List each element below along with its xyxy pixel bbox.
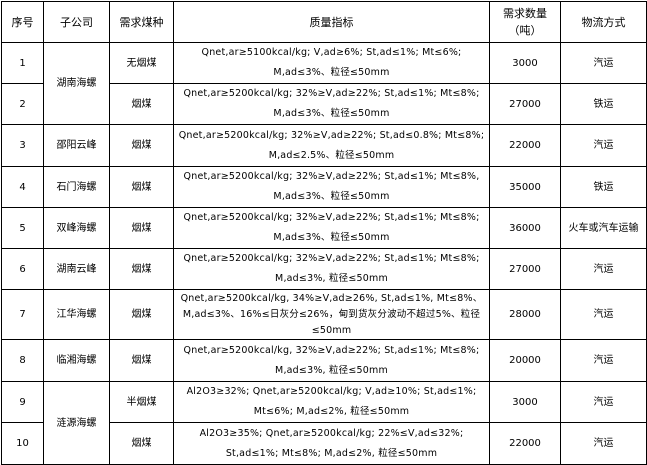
header-no: 序号 — [1, 1, 44, 43]
row-quantity: 27000 — [489, 83, 561, 125]
table-row: 3 邵阳云峰 烟煤 Qnet,ar≥5200kcal/kg; 32%≥V,ad≥… — [1, 124, 647, 167]
row-no: 9 — [1, 381, 44, 423]
row-company: 湖南海螺 — [43, 42, 110, 125]
row-quantity: 22000 — [489, 422, 561, 465]
row-quality: Qnet,ar≥5200kcal/kg; 32%≥V,ad≥22%; St,ad… — [173, 83, 490, 125]
row-quantity: 3000 — [489, 42, 561, 84]
row-no: 7 — [1, 289, 44, 340]
row-no: 2 — [1, 83, 44, 125]
row-coal-type: 烟煤 — [109, 289, 174, 340]
table-row: 5 双峰海螺 烟煤 Qnet,ar≥5200kcal/kg; 32%≥V,ad≥… — [1, 207, 647, 249]
row-company: 临湘海螺 — [43, 339, 110, 382]
table-row: 9 涟源海螺 半烟煤 Al2O3≥32%; Qnet,ar≥5200kcal/k… — [1, 381, 647, 465]
row-coal-type: 烟煤 — [109, 207, 174, 249]
row-logistics: 汽运 — [560, 248, 647, 290]
row-coal-type: 烟煤 — [109, 339, 174, 382]
row-company: 双峰海螺 — [43, 207, 110, 249]
row-quality: Qnet,ar≥5200kcal/kg; 32%≥V,ad≥22%; St,ad… — [173, 124, 490, 167]
row-quality: Qnet,ar≥5200kcal/kg; 32%≥V,ad≥22%; St,ad… — [173, 248, 490, 290]
row-no: 6 — [1, 248, 44, 290]
row-logistics: 汽运 — [560, 422, 647, 465]
row-coal-type: 烟煤 — [109, 422, 174, 465]
row-no: 10 — [1, 422, 44, 465]
row-quantity: 3000 — [489, 381, 561, 423]
row-coal-type: 烟煤 — [109, 248, 174, 290]
row-company: 石门海螺 — [43, 166, 110, 208]
row-quality: Qnet,ar≥5200kcal/kg; 32%≥V,ad≥22%; St,ad… — [173, 166, 490, 208]
row-quality: Qnet,ar≥5200kcal/kg, 32%≥V,ad≥22%; St,ad… — [173, 339, 490, 382]
header-logistics: 物流方式 — [560, 1, 647, 43]
row-logistics: 汽运 — [560, 381, 647, 423]
row-no: 3 — [1, 124, 44, 167]
row-company: 邵阳云峰 — [43, 124, 110, 167]
header-coal-type: 需求煤种 — [109, 1, 174, 43]
row-quantity: 27000 — [489, 248, 561, 290]
row-coal-type: 烟煤 — [109, 83, 174, 125]
row-quantity: 36000 — [489, 207, 561, 249]
row-logistics: 汽运 — [560, 124, 647, 167]
row-quantity: 22000 — [489, 124, 561, 167]
row-logistics: 火车或汽车运输 — [560, 207, 647, 249]
row-coal-type: 无烟煤 — [109, 42, 174, 84]
header-quality: 质量指标 — [173, 1, 490, 43]
row-no: 4 — [1, 166, 44, 208]
header-company: 子公司 — [43, 1, 110, 43]
row-no: 5 — [1, 207, 44, 249]
table-row: 7 江华海螺 烟煤 Qnet,ar≥5200kcal/kg, 34%≥V,ad≥… — [1, 289, 647, 340]
row-company: 涟源海螺 — [43, 381, 110, 465]
row-quality: Al2O3≥32%; Qnet,ar≥5200kcal/kg; V,ad≥10%… — [173, 381, 490, 423]
row-no: 8 — [1, 339, 44, 382]
row-logistics: 铁运 — [560, 166, 647, 208]
header-quantity: 需求数量（吨） — [489, 1, 561, 43]
row-coal-type: 烟煤 — [109, 166, 174, 208]
table-row: 8 临湘海螺 烟煤 Qnet,ar≥5200kcal/kg, 32%≥V,ad≥… — [1, 339, 647, 382]
row-no: 1 — [1, 42, 44, 84]
row-company: 湖南云峰 — [43, 248, 110, 290]
row-coal-type: 烟煤 — [109, 124, 174, 167]
table-row: 1 湖南海螺 无烟煤 Qnet,ar≥5100kcal/kg; V,ad≥6%;… — [1, 42, 647, 125]
row-quantity: 35000 — [489, 166, 561, 208]
row-logistics: 汽运 — [560, 42, 647, 84]
row-quality: Qnet,ar≥5200kcal/kg; 32%≥V,ad≥22%; St,ad… — [173, 207, 490, 249]
row-quality: Qnet,ar≥5100kcal/kg; V,ad≥6%; St,ad≤1%; … — [173, 42, 490, 84]
row-coal-type: 半烟煤 — [109, 381, 174, 423]
row-quantity: 20000 — [489, 339, 561, 382]
row-logistics: 汽运 — [560, 339, 647, 382]
row-quantity: 28000 — [489, 289, 561, 340]
row-company: 江华海螺 — [43, 289, 110, 340]
header-row: 序号 子公司 需求煤种 质量指标 需求数量（吨） 物流方式 — [1, 1, 647, 43]
table-row: 6 湖南云峰 烟煤 Qnet,ar≥5200kcal/kg; 32%≥V,ad≥… — [1, 248, 647, 290]
row-quality: Qnet,ar≥5200kcal/kg, 34%≥V,ad≥26%, St,ad… — [173, 289, 490, 340]
row-logistics: 铁运 — [560, 83, 647, 125]
row-logistics: 汽运 — [560, 289, 647, 340]
row-quality: Al2O3≥35%; Qnet,ar≥5200kcal/kg; 22%≤V,ad… — [173, 422, 490, 465]
table-row: 4 石门海螺 烟煤 Qnet,ar≥5200kcal/kg; 32%≥V,ad≥… — [1, 166, 647, 208]
